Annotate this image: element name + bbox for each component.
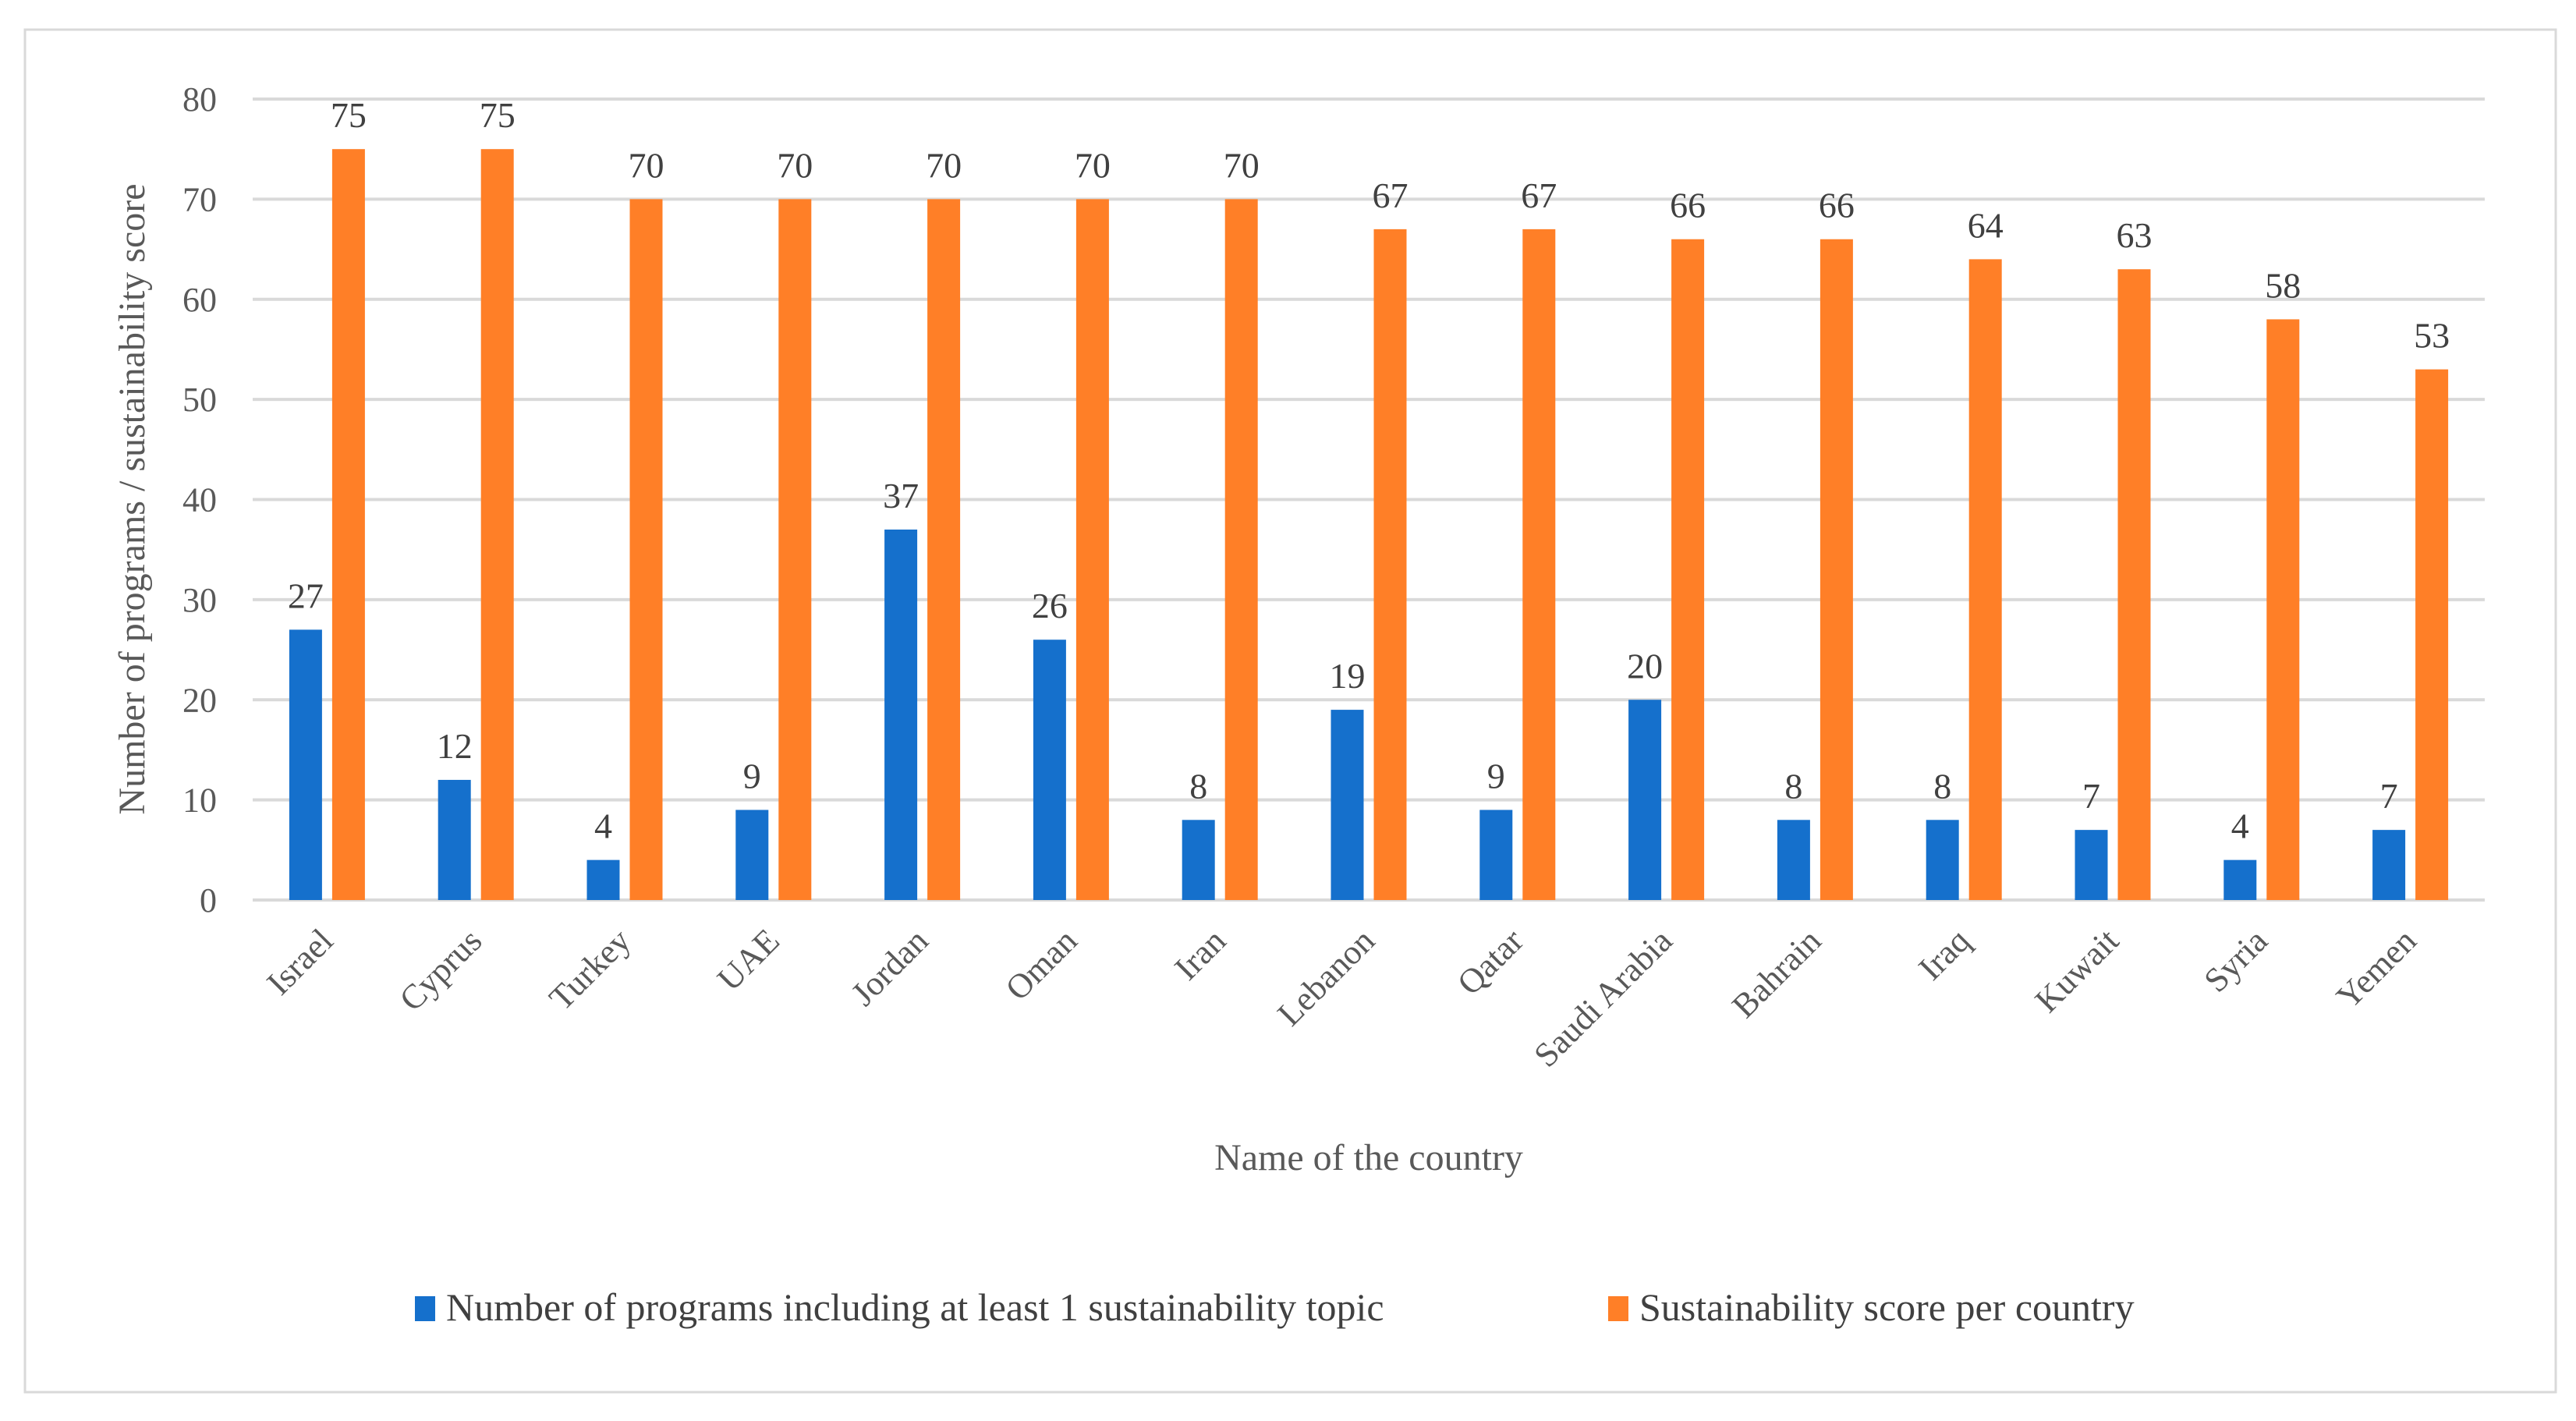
bar-programs xyxy=(1479,810,1513,900)
y-tick-label: 40 xyxy=(182,481,217,519)
bar-programs xyxy=(438,779,471,900)
bar-score xyxy=(778,199,812,900)
data-label-score: 70 xyxy=(1224,145,1260,185)
data-label-programs: 26 xyxy=(1032,586,1068,625)
y-tick-label: 10 xyxy=(182,781,217,820)
y-tick-label: 0 xyxy=(200,881,217,920)
legend: Number of programs including at least 1 … xyxy=(415,1285,2135,1329)
bar-programs xyxy=(1926,820,1959,900)
bar-score xyxy=(1819,239,1853,901)
bar-programs xyxy=(1628,700,1662,900)
y-tick-label: 60 xyxy=(182,281,217,319)
bar-score xyxy=(1522,229,1556,900)
data-label-score: 70 xyxy=(777,145,813,185)
data-label-score: 66 xyxy=(1819,186,1855,225)
bar-programs xyxy=(289,629,322,900)
data-label-programs: 4 xyxy=(2231,806,2249,846)
y-tick-label: 80 xyxy=(182,80,217,119)
data-label-score: 75 xyxy=(331,95,367,135)
data-label-score: 75 xyxy=(480,95,516,135)
legend-label-score: Sustainability score per country xyxy=(1639,1285,2135,1329)
bar-programs xyxy=(1182,820,1215,900)
bar-programs xyxy=(2075,830,2108,900)
bar-score xyxy=(1968,259,2002,900)
data-label-score: 70 xyxy=(629,145,664,185)
data-label-programs: 19 xyxy=(1330,656,1366,696)
bar-programs xyxy=(2223,859,2257,900)
bar-score xyxy=(1373,229,1407,900)
bar-score xyxy=(480,149,514,900)
data-label-score: 70 xyxy=(1075,145,1111,185)
y-tick-label: 70 xyxy=(182,180,217,218)
data-label-programs: 7 xyxy=(2082,776,2100,816)
data-label-programs: 8 xyxy=(1189,766,1207,806)
bar-programs xyxy=(884,530,918,900)
data-label-score: 64 xyxy=(1968,205,2004,245)
data-label-score: 58 xyxy=(2265,265,2301,305)
bar-programs xyxy=(735,810,769,900)
legend-swatch-programs xyxy=(415,1296,435,1321)
legend-swatch-score xyxy=(1608,1296,1628,1321)
data-label-score: 70 xyxy=(926,145,962,185)
bar-score xyxy=(331,149,365,900)
bar-score xyxy=(927,199,961,900)
data-label-programs: 27 xyxy=(288,576,324,615)
bar-programs xyxy=(2372,830,2406,900)
data-label-score: 67 xyxy=(1373,175,1408,215)
data-label-programs: 7 xyxy=(2380,776,2398,816)
data-label-score: 67 xyxy=(1521,175,1557,215)
bar-score xyxy=(1075,199,1109,900)
bar-score xyxy=(1224,199,1258,900)
bar-score xyxy=(629,199,663,900)
data-label-programs: 37 xyxy=(883,476,919,516)
x-axis-title: Name of the country xyxy=(1214,1137,1523,1178)
bar-programs xyxy=(1777,820,1810,900)
data-label-programs: 4 xyxy=(594,806,612,846)
data-label-programs: 8 xyxy=(1784,766,1802,806)
chart-frame xyxy=(23,28,2557,1394)
bar-programs xyxy=(1033,640,1066,900)
data-label-programs: 9 xyxy=(743,756,761,796)
y-tick-label: 30 xyxy=(182,581,217,619)
bar-programs xyxy=(586,859,620,900)
y-tick-label: 20 xyxy=(182,681,217,719)
data-label-programs: 8 xyxy=(1933,766,1951,806)
bar-score xyxy=(1671,239,1705,901)
legend-label-programs: Number of programs including at least 1 … xyxy=(446,1285,1384,1329)
y-axis-title: Number of programs / sustainability scor… xyxy=(112,183,153,814)
data-label-programs: 20 xyxy=(1627,646,1663,686)
data-label-programs: 9 xyxy=(1487,756,1505,796)
data-label-score: 53 xyxy=(2414,316,2450,356)
bar-score xyxy=(2266,319,2300,900)
bar-programs xyxy=(1331,710,1364,900)
y-tick-label: 50 xyxy=(182,381,217,419)
data-label-score: 63 xyxy=(2117,215,2153,255)
data-label-programs: 12 xyxy=(437,726,473,766)
bar-score xyxy=(2415,369,2449,900)
data-label-score: 66 xyxy=(1670,186,1706,225)
bar-score xyxy=(2117,269,2151,900)
